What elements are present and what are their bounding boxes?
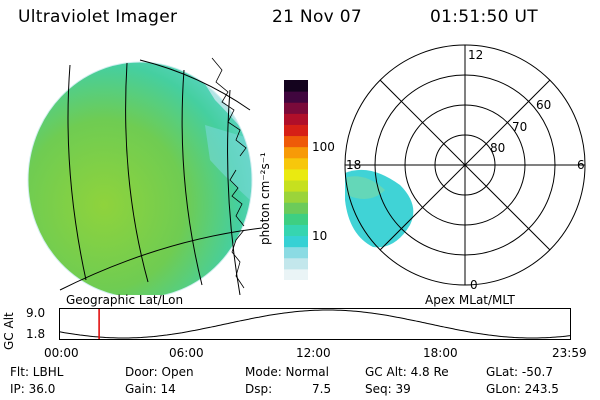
instrument-title: Ultraviolet Imager — [18, 7, 178, 27]
x-tick-4: 23:59 — [552, 346, 587, 360]
polar-caption: Apex MLat/MLT — [425, 293, 515, 307]
ip-info: IP: 36.0 — [10, 382, 56, 396]
colorbar-segment — [284, 191, 308, 203]
geographic-caption: Geographic Lat/Lon — [66, 293, 184, 307]
observation-time: 01:51:50 UT — [430, 7, 538, 27]
mlt-12-label: 12 — [468, 48, 484, 62]
altitude-ymin: 1.8 — [26, 327, 46, 341]
mlt-6-label: 6 — [577, 158, 585, 172]
colorbar-segment — [284, 235, 308, 248]
x-tick-0: 00:00 — [44, 346, 79, 360]
colorbar-segment — [284, 257, 308, 270]
colorbar-tick-100: 100 — [312, 140, 335, 154]
lat-70-label: 70 — [512, 120, 528, 134]
glon-info: GLon: 243.5 — [486, 382, 559, 396]
colorbar-segment — [284, 246, 308, 259]
colorbar — [284, 80, 308, 280]
colorbar-tick-10: 10 — [312, 229, 328, 243]
gain-info: Gain: 14 — [125, 382, 176, 396]
dsp-label: Dsp: — [245, 382, 273, 396]
x-tick-2: 12:00 — [296, 346, 331, 360]
colorbar-unit-label: photon cm⁻²s⁻¹ — [258, 152, 272, 245]
colorbar-segment — [284, 213, 308, 225]
lat-80-label: 80 — [490, 141, 506, 155]
x-tick-1: 06:00 — [169, 346, 204, 360]
glat-info: GLat: -50.7 — [486, 365, 553, 379]
colorbar-segment — [284, 135, 308, 148]
colorbar-segment — [284, 91, 308, 103]
colorbar-segment — [284, 102, 308, 114]
observation-date: 21 Nov 07 — [272, 7, 362, 27]
colorbar-segment — [284, 168, 308, 181]
geographic-image — [27, 57, 263, 295]
altitude-plot — [59, 308, 571, 340]
colorbar-segment — [284, 80, 308, 92]
coastline — [211, 57, 247, 289]
colorbar-segment — [284, 157, 308, 170]
dsp-value: 7.5 — [312, 382, 332, 396]
filter-info: Flt: LBHL — [10, 365, 64, 379]
gc-alt-info: GC Alt: 4.8 Re — [365, 365, 449, 379]
colorbar-segment — [284, 124, 308, 137]
mode-info: Mode: Normal — [245, 365, 329, 379]
altitude-curve — [59, 309, 571, 339]
altitude-ylabel: GC Alt — [2, 312, 16, 350]
meridian-lines — [59, 59, 263, 295]
door-info: Door: Open — [125, 365, 194, 379]
mlt-18-label: 18 — [346, 158, 362, 172]
colorbar-segment — [284, 224, 308, 237]
colorbar-segment — [284, 146, 308, 159]
colorbar-segment — [284, 202, 308, 214]
mlt-0-label: 0 — [470, 278, 478, 292]
colorbar-segment — [284, 180, 308, 192]
seq-info: Seq: 39 — [365, 382, 411, 396]
altitude-ymax: 9.0 — [26, 306, 46, 320]
x-tick-3: 18:00 — [423, 346, 458, 360]
lat-60-label: 60 — [536, 98, 552, 112]
colorbar-segment — [284, 268, 308, 280]
colorbar-segment — [284, 113, 308, 125]
polar-plot — [344, 44, 586, 286]
